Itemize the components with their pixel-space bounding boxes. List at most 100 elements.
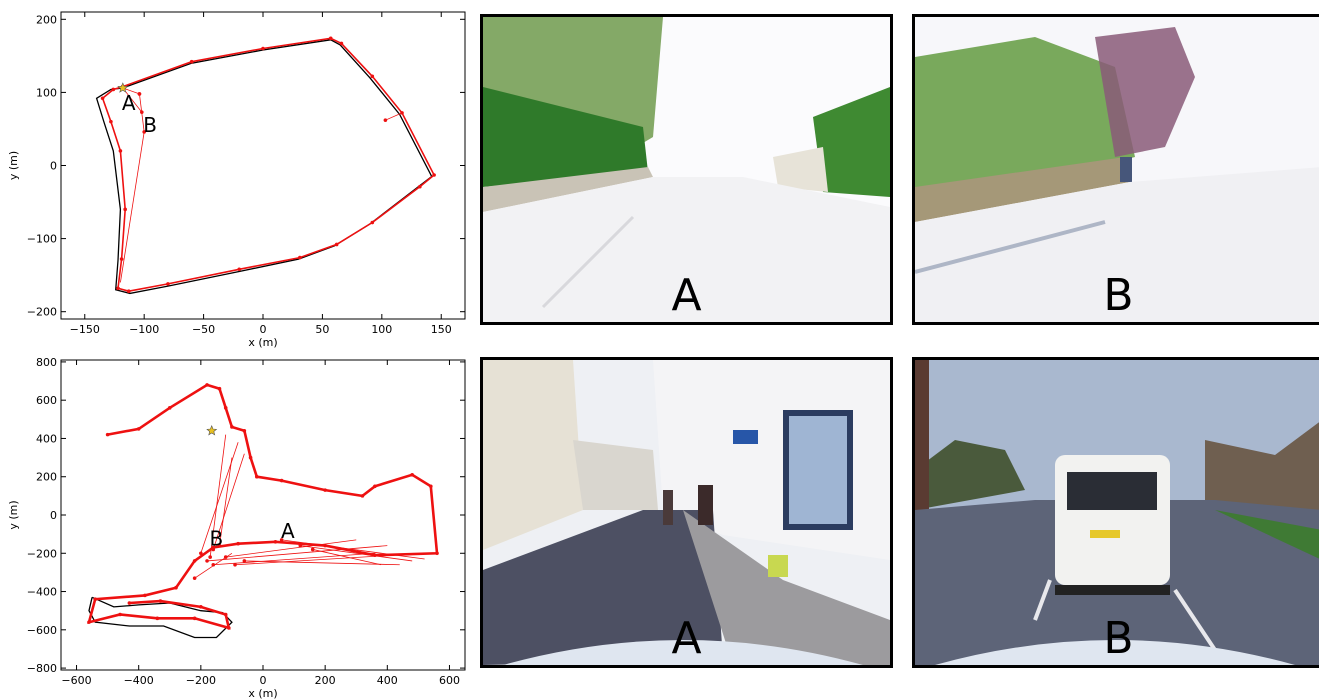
- trajectory-point: [192, 616, 197, 621]
- y-tick-label: −200: [27, 547, 57, 560]
- x-tick-label: 400: [377, 674, 398, 687]
- trajectory-point: [205, 383, 209, 387]
- trajectory-point: [298, 255, 302, 260]
- x-tick-label: −100: [129, 323, 159, 336]
- ground-truth-line: [95, 39, 433, 295]
- trajectory-point: [400, 111, 404, 115]
- y-tick-label: 0: [50, 160, 57, 173]
- link-point: [233, 562, 237, 567]
- loop-closure-link: [122, 87, 140, 95]
- trajectory-point: [126, 289, 131, 294]
- trajectory-point: [93, 597, 97, 601]
- loop-closure-link: [200, 442, 239, 554]
- plot-area: [95, 36, 436, 295]
- x-axis-label: x (m): [248, 687, 277, 700]
- link-point: [310, 547, 315, 552]
- trajectory-point: [192, 559, 197, 563]
- x-tick-label: −200: [186, 674, 216, 687]
- trajectory-point: [410, 473, 414, 477]
- plot-area: [87, 383, 439, 639]
- trajectory-point: [166, 282, 170, 286]
- trajectory-point: [370, 74, 375, 79]
- trajectory-point: [273, 539, 278, 544]
- scene-street-van: [915, 360, 1319, 665]
- loop-closure-link: [207, 545, 388, 562]
- trajectory-point: [227, 626, 231, 630]
- loop-closure-link: [120, 131, 145, 283]
- trajectory-point: [418, 184, 422, 189]
- trajectory-point: [158, 599, 163, 603]
- loop-closure-link: [219, 457, 233, 546]
- loop-closure-link: [213, 552, 375, 566]
- image-panel-top-b: B: [912, 14, 1319, 325]
- trajectory-point: [248, 455, 253, 460]
- x-tick-label: −600: [61, 674, 91, 687]
- panel-letter: B: [1103, 270, 1134, 321]
- y-tick-label: 600: [36, 394, 57, 407]
- trajectory-point: [105, 432, 110, 437]
- y-tick-label: −400: [27, 586, 57, 599]
- trajectory-point: [136, 427, 141, 431]
- trajectory-point: [100, 96, 105, 101]
- x-tick-label: −150: [70, 323, 100, 336]
- panel-letter: A: [671, 270, 702, 321]
- loop-closure-link: [194, 552, 233, 579]
- trajectory-point: [334, 242, 339, 247]
- link-point: [298, 543, 303, 548]
- trajectory-point: [217, 386, 222, 391]
- point-label-a: A: [281, 519, 295, 543]
- trajectory-point: [370, 220, 375, 225]
- trajectory-point: [223, 406, 228, 410]
- trajectory-point: [223, 612, 228, 617]
- loop-closure-link: [281, 539, 425, 560]
- x-tick-label: 100: [371, 323, 392, 336]
- loop-closure-link: [212, 453, 245, 550]
- x-tick-label: 150: [431, 323, 452, 336]
- trajectory-point: [237, 267, 242, 272]
- scene-sunny-road-hedge: [483, 17, 890, 322]
- trajectory-point: [189, 59, 194, 64]
- trajectory-point: [143, 593, 147, 598]
- trajectory-point: [432, 173, 436, 177]
- point-label-b: B: [210, 527, 224, 551]
- link-point: [383, 118, 388, 122]
- trajectory-point: [155, 616, 160, 621]
- loop-closure-link: [385, 112, 403, 121]
- trajectory-point: [174, 585, 178, 590]
- loop-closure-link: [244, 560, 400, 566]
- x-axis-label: x (m): [248, 336, 277, 349]
- link-point: [211, 547, 216, 552]
- trajectory-point: [328, 36, 333, 41]
- y-tick-label: 200: [36, 13, 57, 26]
- x-tick-label: 50: [315, 323, 329, 336]
- trajectory-point: [87, 620, 91, 624]
- link-point: [192, 576, 197, 580]
- x-tick-label: 0: [260, 323, 267, 336]
- loop-closure-link: [209, 434, 227, 558]
- image-panel-bottom-b: B: [912, 357, 1319, 668]
- image-panel-bottom-a: A: [480, 357, 893, 668]
- link-point: [211, 562, 216, 567]
- loop-closure-link: [312, 549, 382, 566]
- image-panel-top-a: A: [480, 14, 893, 325]
- link-point: [137, 92, 142, 96]
- trajectory-point: [279, 478, 284, 483]
- trajectory-point: [118, 149, 123, 153]
- y-tick-label: 400: [36, 432, 57, 445]
- trajectory-point: [242, 429, 247, 433]
- x-tick-label: −400: [124, 674, 154, 687]
- trajectory-point: [360, 494, 365, 498]
- trajectory-point: [119, 257, 124, 261]
- y-tick-label: −800: [27, 662, 57, 675]
- bottom-trajectory-plot: −600 −400 −200 0 200 400 600 −800 −600 −400 −200 0 2…: [7, 356, 466, 700]
- plot-frame: [60, 11, 466, 320]
- y-tick-label: 800: [36, 356, 57, 369]
- link-point: [205, 559, 209, 563]
- trajectory-point: [254, 474, 259, 479]
- link-point: [199, 551, 203, 556]
- start-star-icon: [206, 425, 218, 436]
- trajectory-point: [123, 207, 127, 212]
- x-tick-label: 200: [315, 674, 336, 687]
- loop-closure-link: [225, 539, 357, 558]
